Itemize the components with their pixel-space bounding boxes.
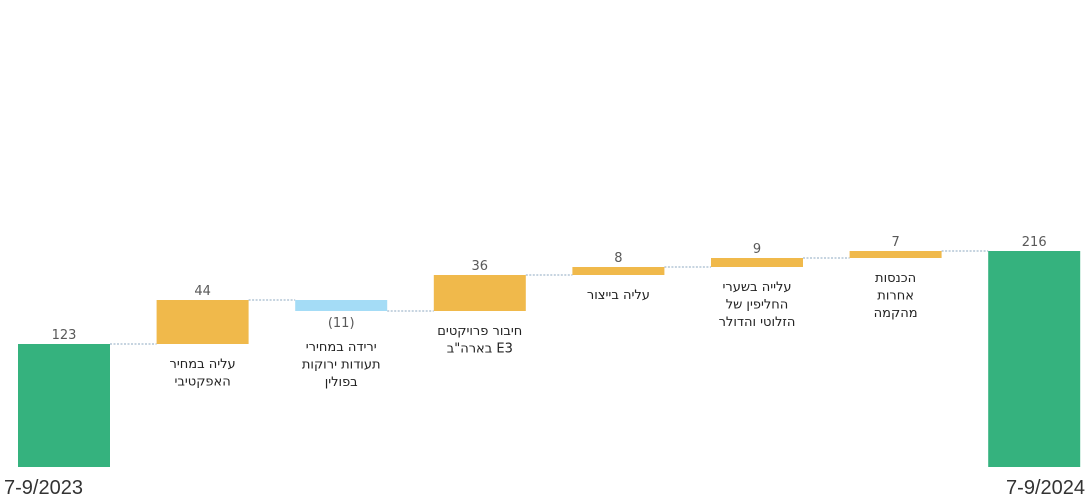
category-label-line: הכנסות <box>875 271 916 286</box>
category-label: עלייה בשערי החליפין של הזלוטי והדולר <box>719 280 796 330</box>
category-label-line: מהקמה <box>874 306 918 321</box>
category-label: הכנסות אחרות מהקמה <box>874 271 918 321</box>
category-label-line: E3 בארה"ב <box>447 342 513 357</box>
category-label-line: החליפין של <box>726 298 789 313</box>
connector-lines <box>110 250 989 345</box>
value-label: 216 <box>1022 235 1047 250</box>
value-label: 36 <box>472 259 489 274</box>
category-label-line: חיבור פרויקטים <box>437 324 522 339</box>
bars <box>18 251 1081 467</box>
category-label-line: הזלוטי והדולר <box>719 315 796 330</box>
category-label-line: תעודות ירוקות <box>302 358 381 373</box>
increase-bar <box>711 258 803 267</box>
category-label-line: עליה בייצור <box>587 288 650 303</box>
category-label-line: אחרות <box>877 289 914 304</box>
category-label-line: ירידה במחירי <box>306 340 377 355</box>
increase-bar <box>156 300 249 344</box>
value-label: 123 <box>52 328 77 343</box>
total-bar <box>18 344 110 467</box>
category-label: עליה במחיר האפקטיבי <box>170 357 236 390</box>
value-labels: 123 44 (11) 36 8 9 7 216 <box>52 235 1047 343</box>
decrease-bar <box>295 300 388 311</box>
value-label: 7 <box>891 235 899 250</box>
value-label: (11) <box>328 316 355 331</box>
category-labels: 7-9/2023 עליה במחיר האפקטיבי ירידה במחירי תע… <box>4 271 1085 498</box>
category-label: עליה בייצור <box>587 288 650 303</box>
period-label: 7-9/2023 <box>4 477 83 498</box>
category-label-line: האפקטיבי <box>174 375 230 390</box>
increase-bar <box>433 275 526 311</box>
category-label-line: עליה במחיר <box>170 357 236 372</box>
category-label-line: בפולין <box>325 375 358 390</box>
total-bar <box>988 251 1081 467</box>
increase-bar <box>572 267 665 275</box>
value-label: 44 <box>194 284 211 299</box>
period-label: 7-9/2024 <box>1006 477 1085 498</box>
value-label: 9 <box>753 242 761 257</box>
increase-bar <box>849 251 942 258</box>
category-label-line: עלייה בשערי <box>722 280 791 295</box>
category-label: ירידה במחירי תעודות ירוקות בפולין <box>302 340 381 390</box>
value-label: 8 <box>614 251 622 266</box>
category-label: חיבור פרויקטים E3 בארה"ב <box>437 324 522 357</box>
